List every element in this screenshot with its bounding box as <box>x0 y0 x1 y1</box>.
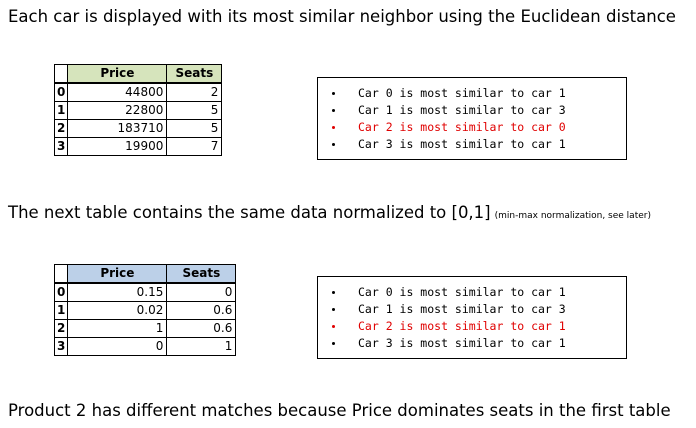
column-header-price: Price <box>67 64 168 84</box>
table-corner <box>53 264 69 284</box>
neighbor-text: Car 2 is most similar to car 1 <box>358 319 566 333</box>
price-cell: 22800 <box>67 101 168 120</box>
row-index: 2 <box>53 119 69 138</box>
neighbors-box-raw: Car 0 is most similar to car 1 Car 1 is … <box>317 77 627 160</box>
bullet-icon <box>332 291 335 294</box>
price-cell: 19900 <box>67 137 168 156</box>
neighbor-item: Car 3 is most similar to car 1 <box>318 335 626 352</box>
table-row: 1 22800 5 <box>53 101 223 120</box>
neighbor-text: Car 3 is most similar to car 1 <box>358 137 566 151</box>
column-header-seats: Seats <box>166 64 223 84</box>
seats-cell: 2 <box>166 82 223 102</box>
neighbor-item-highlighted: Car 2 is most similar to car 1 <box>318 318 626 335</box>
neighbor-text: Car 2 is most similar to car 0 <box>358 120 566 134</box>
neighbor-text: Car 3 is most similar to car 1 <box>358 336 566 350</box>
row-index: 3 <box>53 337 69 356</box>
table-row: 1 0.02 0.6 <box>53 301 237 320</box>
column-header-price: Price <box>67 264 168 284</box>
row-index: 1 <box>53 301 69 320</box>
neighbor-item: Car 3 is most similar to car 1 <box>318 136 626 153</box>
price-cell: 0.15 <box>67 282 168 302</box>
row-index: 2 <box>53 319 69 338</box>
heading-middle: The next table contains the same data no… <box>8 203 651 222</box>
neighbor-text: Car 1 is most similar to car 3 <box>358 302 566 316</box>
price-cell: 44800 <box>67 82 168 102</box>
normalized-data-table: Price Seats 0 0.15 0 1 0.02 0.6 2 1 0.6 … <box>53 264 237 356</box>
neighbor-item: Car 1 is most similar to car 3 <box>318 301 626 318</box>
seats-cell: 7 <box>166 137 223 156</box>
table-row: 0 44800 2 <box>53 82 223 102</box>
table-row: 0 0.15 0 <box>53 282 237 302</box>
seats-cell: 1 <box>166 337 237 356</box>
neighbor-text: Car 1 is most similar to car 3 <box>358 103 566 117</box>
table-row: 3 0 1 <box>53 337 237 356</box>
seats-cell: 5 <box>166 101 223 120</box>
bullet-icon <box>332 143 335 146</box>
table-row: 2 183710 5 <box>53 119 223 138</box>
neighbor-text: Car 0 is most similar to car 1 <box>358 86 566 100</box>
price-cell: 0.02 <box>67 301 168 320</box>
row-index: 1 <box>53 101 69 120</box>
bullet-icon <box>332 109 335 112</box>
seats-cell: 5 <box>166 119 223 138</box>
table-row: 2 1 0.6 <box>53 319 237 338</box>
bullet-icon <box>332 92 335 95</box>
heading-top: Each car is displayed with its most simi… <box>8 7 676 26</box>
neighbor-item: Car 0 is most similar to car 1 <box>318 284 626 301</box>
price-cell: 0 <box>67 337 168 356</box>
row-index: 0 <box>53 282 69 302</box>
seats-cell: 0 <box>166 282 237 302</box>
bullet-icon <box>332 325 335 328</box>
neighbor-item-highlighted: Car 2 is most similar to car 0 <box>318 119 626 136</box>
neighbors-box-normalized: Car 0 is most similar to car 1 Car 1 is … <box>317 276 627 359</box>
neighbor-text: Car 0 is most similar to car 1 <box>358 285 566 299</box>
price-cell: 183710 <box>67 119 168 138</box>
raw-data-table: Price Seats 0 44800 2 1 22800 5 2 183710… <box>53 64 223 156</box>
heading-middle-text: The next table contains the same data no… <box>8 203 491 222</box>
row-index: 3 <box>53 137 69 156</box>
neighbor-item: Car 0 is most similar to car 1 <box>318 85 626 102</box>
seats-cell: 0.6 <box>166 301 237 320</box>
seats-cell: 0.6 <box>166 319 237 338</box>
heading-bottom: Product 2 has different matches because … <box>8 401 671 420</box>
column-header-seats: Seats <box>166 264 237 284</box>
table-row: 3 19900 7 <box>53 137 223 156</box>
table-corner <box>53 64 69 84</box>
bullet-icon <box>332 126 335 129</box>
bullet-icon <box>332 308 335 311</box>
row-index: 0 <box>53 82 69 102</box>
heading-middle-note: (min-max normalization, see later) <box>494 211 651 221</box>
bullet-icon <box>332 342 335 345</box>
neighbor-item: Car 1 is most similar to car 3 <box>318 102 626 119</box>
price-cell: 1 <box>67 319 168 338</box>
